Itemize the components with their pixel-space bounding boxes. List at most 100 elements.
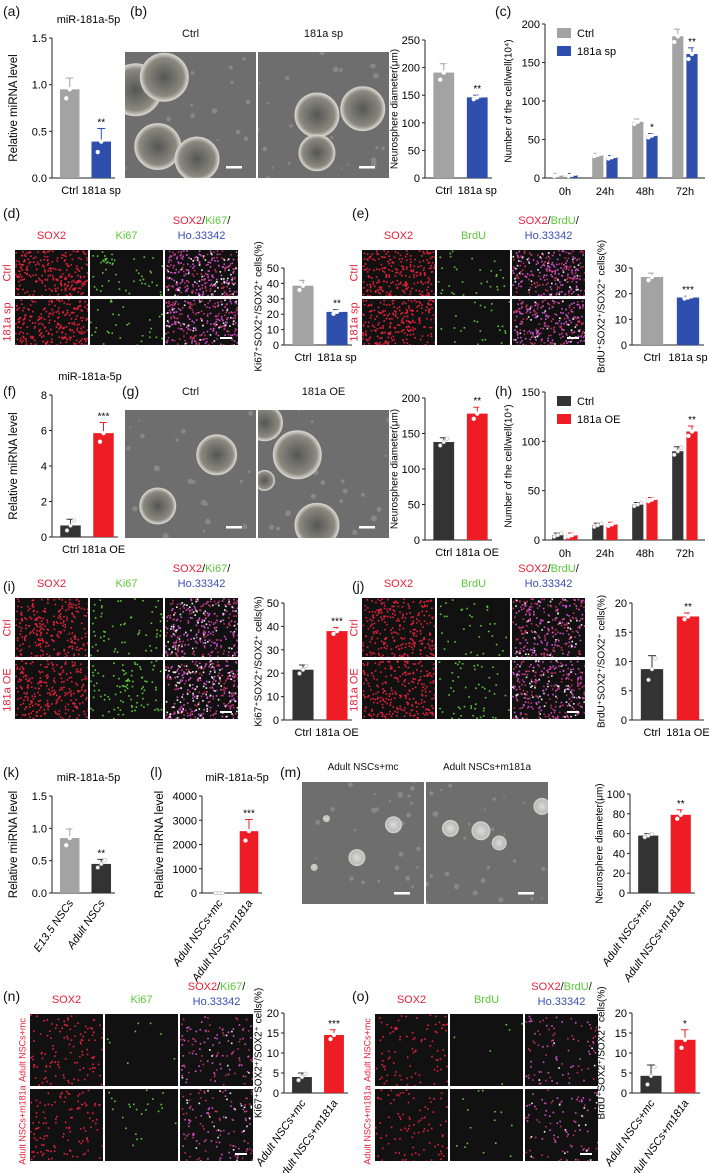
cell	[44, 344, 47, 345]
cell	[412, 714, 415, 717]
cell	[380, 656, 383, 657]
cell	[431, 607, 433, 610]
cell	[363, 682, 365, 685]
cell	[195, 329, 197, 331]
cell	[20, 614, 23, 616]
cell	[26, 680, 29, 682]
cell	[431, 698, 433, 700]
cell	[61, 681, 63, 683]
debris	[361, 880, 365, 885]
cell	[207, 270, 210, 272]
cell	[406, 315, 409, 318]
cell	[81, 285, 84, 287]
cell	[181, 279, 184, 281]
significance-marker: ***	[98, 412, 110, 423]
cell	[175, 606, 178, 608]
cell	[383, 299, 385, 302]
cell	[182, 322, 185, 325]
cell	[72, 307, 75, 310]
merge-label: SOX2/Ki67/Ho.33342	[173, 214, 231, 244]
cell	[431, 704, 433, 707]
cell	[191, 338, 194, 340]
cell	[85, 716, 88, 718]
cell	[412, 601, 415, 603]
cell	[53, 679, 55, 682]
cell	[69, 303, 71, 306]
panel-letter-g: (g)	[122, 383, 140, 399]
debris	[315, 857, 318, 860]
cell	[192, 697, 194, 700]
cell	[33, 290, 36, 293]
cell	[22, 668, 25, 671]
cell	[64, 601, 67, 604]
cell	[91, 646, 94, 648]
cell	[550, 263, 553, 266]
cell	[177, 271, 180, 273]
cell	[370, 689, 372, 691]
cell	[200, 715, 203, 717]
debris	[166, 116, 171, 122]
cell	[571, 303, 573, 305]
cell	[180, 711, 183, 713]
cell	[428, 644, 431, 647]
cell	[493, 260, 496, 263]
cell	[409, 322, 412, 324]
cell	[78, 341, 81, 344]
cell	[71, 329, 74, 332]
cell	[173, 706, 175, 708]
cell	[386, 342, 389, 344]
y-tick-label: 0.5	[32, 126, 47, 138]
cell	[197, 311, 200, 314]
cell	[515, 291, 518, 293]
cell	[43, 265, 46, 268]
cell	[514, 339, 517, 341]
cell	[71, 613, 74, 616]
cell	[79, 647, 82, 650]
cell	[379, 632, 382, 635]
debris	[444, 871, 450, 877]
cell	[405, 285, 407, 288]
image-label: Adult NSCs+m181a	[442, 762, 532, 773]
cell	[429, 326, 431, 329]
cell	[93, 603, 96, 606]
neurosphere	[258, 469, 276, 491]
cell	[550, 327, 552, 330]
cell	[234, 712, 237, 715]
cell	[60, 276, 63, 278]
cell	[516, 341, 518, 344]
cell	[232, 317, 235, 320]
cell	[541, 311, 544, 314]
cell	[73, 321, 76, 324]
cell	[104, 631, 106, 633]
cell	[220, 278, 223, 280]
cell	[42, 650, 44, 653]
cell	[565, 268, 568, 271]
cell	[219, 680, 222, 683]
cell	[463, 705, 466, 708]
cell	[406, 253, 409, 255]
cell	[17, 275, 20, 277]
data-point	[99, 139, 104, 144]
cell	[111, 332, 114, 335]
cell	[404, 685, 406, 687]
x-tick-label: 72h	[676, 186, 694, 198]
y-tick-label: 2	[41, 497, 47, 509]
cell	[15, 618, 18, 621]
cell	[225, 324, 228, 326]
cell	[27, 308, 29, 310]
cell	[188, 271, 190, 273]
cell	[189, 672, 192, 674]
cell	[179, 282, 182, 285]
cell	[575, 281, 578, 284]
x-tick-label: Ctrl	[643, 352, 660, 364]
cell	[175, 321, 178, 323]
debris	[245, 99, 251, 105]
data-point	[689, 294, 694, 299]
cell	[451, 671, 454, 674]
data-point	[95, 149, 100, 155]
cell	[179, 607, 181, 610]
cell	[58, 636, 60, 639]
cell	[209, 714, 212, 717]
cell	[563, 342, 566, 344]
cell	[25, 268, 28, 271]
